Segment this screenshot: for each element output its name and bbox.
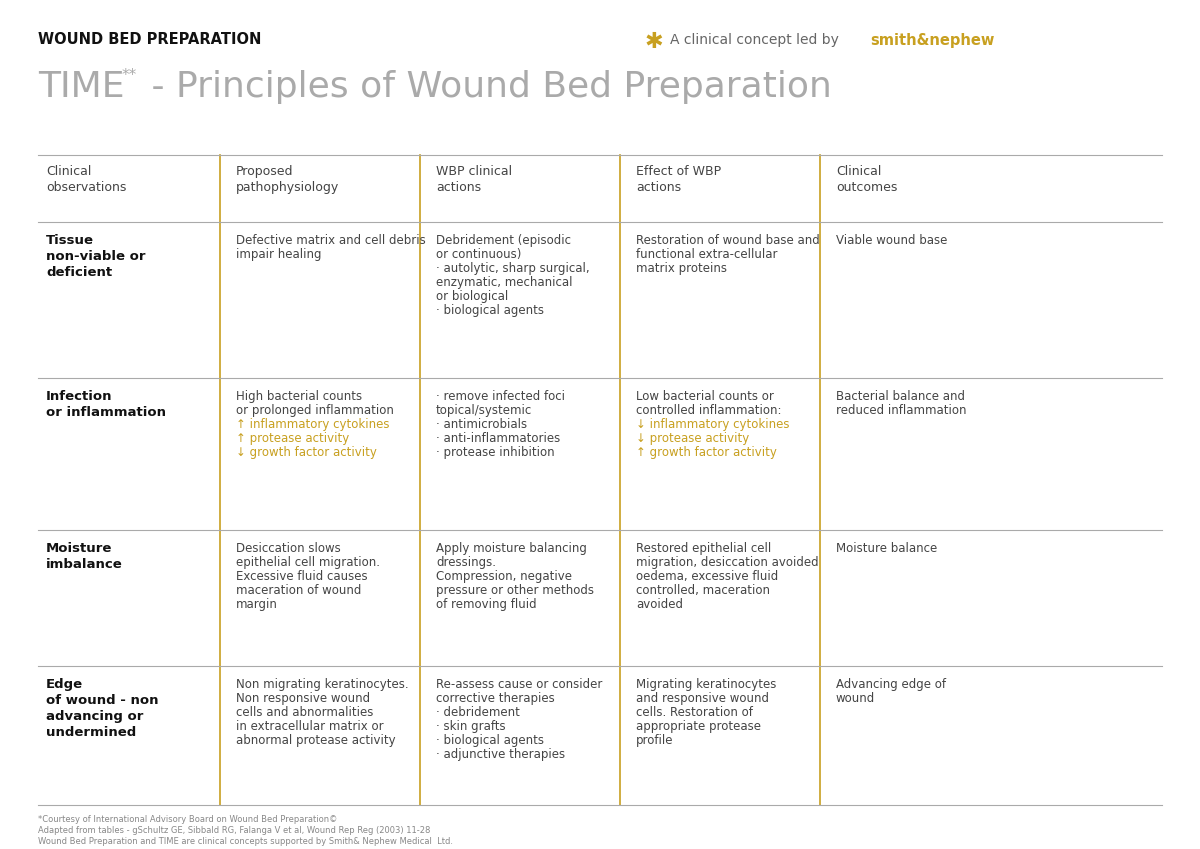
Text: appropriate protease: appropriate protease [636,720,761,733]
Text: Desiccation slows: Desiccation slows [236,542,341,555]
Text: and responsive wound: and responsive wound [636,692,769,705]
Text: *Courtesy of International Advisory Board on Wound Bed Preparation©: *Courtesy of International Advisory Boar… [38,815,337,824]
Text: Compression, negative: Compression, negative [436,570,572,583]
Text: maceration of wound: maceration of wound [236,584,361,597]
Text: Edge: Edge [46,678,83,691]
Text: Low bacterial counts or: Low bacterial counts or [636,390,774,403]
Text: - Principles of Wound Bed Preparation: - Principles of Wound Bed Preparation [140,70,832,104]
Text: functional extra-cellular: functional extra-cellular [636,248,778,261]
Text: · anti-inflammatories: · anti-inflammatories [436,432,560,445]
Text: Infection: Infection [46,390,113,403]
Text: Proposed: Proposed [236,165,294,178]
Text: or inflammation: or inflammation [46,406,166,419]
Text: matrix proteins: matrix proteins [636,262,727,275]
Text: dressings.: dressings. [436,556,496,569]
Text: Non migrating keratinocytes.: Non migrating keratinocytes. [236,678,409,691]
Text: Bacterial balance and: Bacterial balance and [836,390,965,403]
Text: avoided: avoided [636,598,683,611]
Text: Moisture balance: Moisture balance [836,542,937,555]
Text: WOUND BED PREPARATION: WOUND BED PREPARATION [38,32,262,47]
Text: · skin grafts: · skin grafts [436,720,505,733]
Text: Defective matrix and cell debris: Defective matrix and cell debris [236,234,426,247]
Text: controlled, maceration: controlled, maceration [636,584,770,597]
Text: pathophysiology: pathophysiology [236,181,340,194]
Text: Non responsive wound: Non responsive wound [236,692,370,705]
Text: ↓ growth factor activity: ↓ growth factor activity [236,446,377,459]
Text: smith&nephew: smith&nephew [870,33,995,48]
Text: cells and abnormalities: cells and abnormalities [236,706,373,719]
Text: Adapted from tables - gSchultz GE, Sibbald RG, Falanga V et al, Wound Rep Reg (2: Adapted from tables - gSchultz GE, Sibba… [38,826,431,835]
Text: impair healing: impair healing [236,248,322,261]
Text: in extracellular matrix or: in extracellular matrix or [236,720,384,733]
Text: A clinical concept led by: A clinical concept led by [670,33,844,47]
Text: Excessive fluid causes: Excessive fluid causes [236,570,367,583]
Text: · debridement: · debridement [436,706,520,719]
Text: actions: actions [636,181,682,194]
Text: Tissue: Tissue [46,234,94,247]
Text: controlled inflammation:: controlled inflammation: [636,404,781,417]
Text: · protease inhibition: · protease inhibition [436,446,554,459]
Text: Effect of WBP: Effect of WBP [636,165,721,178]
Text: · biological agents: · biological agents [436,734,544,747]
Text: enzymatic, mechanical: enzymatic, mechanical [436,276,572,289]
Text: · autolytic, sharp surgical,: · autolytic, sharp surgical, [436,262,589,275]
Text: migration, desiccation avoided: migration, desiccation avoided [636,556,818,569]
Text: Viable wound base: Viable wound base [836,234,947,247]
Text: undermined: undermined [46,726,137,739]
Text: High bacterial counts: High bacterial counts [236,390,362,403]
Text: wound: wound [836,692,875,705]
Text: · antimicrobials: · antimicrobials [436,418,527,431]
Text: Advancing edge of: Advancing edge of [836,678,946,691]
Text: Re-assess cause or consider: Re-assess cause or consider [436,678,602,691]
Text: advancing or: advancing or [46,710,143,723]
Text: cells. Restoration of: cells. Restoration of [636,706,752,719]
Text: WBP clinical: WBP clinical [436,165,512,178]
Text: Apply moisture balancing: Apply moisture balancing [436,542,587,555]
Text: margin: margin [236,598,278,611]
Text: ↑ growth factor activity: ↑ growth factor activity [636,446,776,459]
Text: or prolonged inflammation: or prolonged inflammation [236,404,394,417]
Text: ↓ inflammatory cytokines: ↓ inflammatory cytokines [636,418,790,431]
Text: **: ** [122,68,137,83]
Text: pressure or other methods: pressure or other methods [436,584,594,597]
Text: deficient: deficient [46,266,112,279]
Text: oedema, excessive fluid: oedema, excessive fluid [636,570,779,583]
Text: of wound - non: of wound - non [46,694,158,707]
Text: outcomes: outcomes [836,181,898,194]
Text: epithelial cell migration.: epithelial cell migration. [236,556,380,569]
Text: · remove infected foci: · remove infected foci [436,390,565,403]
Text: Migrating keratinocytes: Migrating keratinocytes [636,678,776,691]
Text: TIME: TIME [38,70,125,104]
Text: abnormal protease activity: abnormal protease activity [236,734,396,747]
Text: ↑ inflammatory cytokines: ↑ inflammatory cytokines [236,418,390,431]
Text: reduced inflammation: reduced inflammation [836,404,966,417]
Text: non-viable or: non-viable or [46,250,145,263]
Text: actions: actions [436,181,481,194]
Text: Clinical: Clinical [836,165,881,178]
Text: corrective therapies: corrective therapies [436,692,554,705]
Text: profile: profile [636,734,673,747]
Text: ✱: ✱ [646,32,664,52]
Text: · adjunctive therapies: · adjunctive therapies [436,748,565,761]
Text: imbalance: imbalance [46,558,122,571]
Text: Restored epithelial cell: Restored epithelial cell [636,542,772,555]
Text: topical/systemic: topical/systemic [436,404,533,417]
Text: Restoration of wound base and: Restoration of wound base and [636,234,820,247]
Text: or biological: or biological [436,290,509,303]
Text: ↑ protease activity: ↑ protease activity [236,432,349,445]
Text: · biological agents: · biological agents [436,304,544,317]
Text: observations: observations [46,181,126,194]
Text: Wound Bed Preparation and TIME are clinical concepts supported by Smith& Nephew : Wound Bed Preparation and TIME are clini… [38,837,454,846]
Text: Debridement (episodic: Debridement (episodic [436,234,571,247]
Text: of removing fluid: of removing fluid [436,598,536,611]
Text: Moisture: Moisture [46,542,113,555]
Text: Clinical: Clinical [46,165,91,178]
Text: ↓ protease activity: ↓ protease activity [636,432,749,445]
Text: or continuous): or continuous) [436,248,521,261]
